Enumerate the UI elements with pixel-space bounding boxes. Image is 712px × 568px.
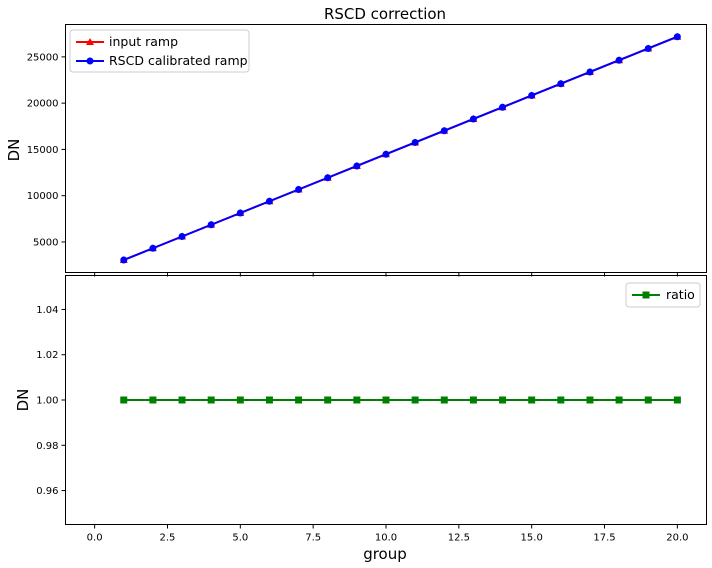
y-tick-label: 20000	[27, 99, 59, 110]
ratio-point	[236, 396, 244, 404]
x-tick-label: 0.0	[87, 533, 103, 544]
ratio-point	[295, 396, 303, 404]
ratio-point	[207, 396, 215, 404]
rscd-calibrated-ramp-point	[324, 174, 332, 182]
x-axis-label: group	[363, 545, 407, 563]
ratio-point	[353, 396, 361, 404]
x-tick-label: 20.0	[666, 533, 688, 544]
legend-ratio-marker	[642, 291, 650, 299]
y-axis-label-bottom: DN	[14, 389, 32, 412]
ratio-point	[673, 396, 681, 404]
bottom-panel: DN group 0.0 2.5 5.0 7.5 10.0 12.5 15.0 17.5 20.…	[14, 275, 707, 563]
rscd-calibrated-ramp-point	[149, 244, 157, 252]
y-tick-label: 1.00	[36, 396, 58, 407]
x-tick-label: 7.5	[305, 533, 321, 544]
ratio-point	[644, 396, 652, 404]
bottom-panel-frame	[65, 275, 707, 525]
rscd-calibrated-ramp-point	[615, 56, 623, 64]
rscd-calibrated-ramp-point	[265, 197, 273, 205]
bottom-legend-box	[625, 282, 701, 308]
y-tick-label: 10000	[27, 191, 59, 202]
y-tick-label: 5000	[33, 237, 58, 248]
rscd-calibrated-ramp-point	[207, 221, 215, 229]
rscd-calibrated-ramp-point	[644, 44, 652, 52]
ratio-point	[178, 396, 186, 404]
rscd-calibrated-ramp-point	[411, 138, 419, 146]
rscd-calibrated-ramp-point	[120, 256, 128, 264]
rscd-calibrated-ramp-point	[499, 103, 507, 111]
bottom-panel-series	[120, 396, 681, 404]
y-tick-label: 15000	[27, 145, 59, 156]
ratio-point	[440, 396, 448, 404]
chart-title: RSCD correction	[324, 5, 446, 23]
x-tick-label: 17.5	[593, 533, 615, 544]
rscd-calibrated-ramp-point	[178, 233, 186, 241]
ratio-point	[382, 396, 390, 404]
x-tick-label: 12.5	[448, 533, 470, 544]
rscd-calibrated-ramp-point	[469, 115, 477, 123]
rscd-calibrated-ramp-point	[586, 68, 594, 76]
rscd-calibrated-ramp-point	[673, 33, 681, 41]
ratio-point	[586, 396, 594, 404]
rscd-calibrated-ramp-point	[295, 185, 303, 193]
ratio-point	[528, 396, 536, 404]
x-tick-label: 15.0	[521, 533, 543, 544]
x-tick-label: 5.0	[232, 533, 248, 544]
legend-rscd-marker	[86, 57, 94, 65]
ratio-point	[411, 396, 419, 404]
top-panel: RSCD correction DN 5000 10000 15000 20000 25…	[5, 5, 707, 277]
ratio-point	[499, 396, 507, 404]
ratio-point	[324, 396, 332, 404]
legend-input-ramp-marker	[86, 38, 94, 45]
rscd-calibrated-ramp-point	[528, 91, 536, 99]
x-tick-label: 2.5	[160, 533, 176, 544]
rscd-calibrated-ramp-point	[236, 209, 244, 217]
rscd-calibrated-ramp-line	[123, 35, 678, 261]
legend-input-ramp-label: input ramp	[109, 34, 178, 49]
ratio-point	[615, 396, 623, 404]
rscd-calibrated-ramp-point	[557, 80, 565, 88]
y-tick-label: 0.98	[36, 441, 58, 452]
y-tick-label: 1.02	[36, 350, 58, 361]
ratio-point	[265, 396, 273, 404]
y-tick-label: 1.04	[36, 305, 58, 316]
legend-ratio-label: ratio	[666, 287, 695, 302]
ratio-point	[469, 396, 477, 404]
ratio-point	[149, 396, 157, 404]
top-legend-box	[69, 29, 250, 73]
rscd-calibrated-ramp-point	[382, 150, 390, 158]
bottom-panel-ticks: 0.0 2.5 5.0 7.5 10.0 12.5 15.0 17.5 20.0 0.96 0.98…	[36, 305, 688, 544]
top-panel-ticks: 5000 10000 15000 20000 25000	[27, 52, 678, 277]
legend-rscd-label: RSCD calibrated ramp	[109, 53, 248, 68]
rscd-calibrated-ramp-point	[440, 127, 448, 135]
y-tick-label: 0.96	[36, 486, 58, 497]
ratio-point	[557, 396, 565, 404]
top-legend: input ramp RSCD calibrated ramp	[69, 29, 250, 73]
rscd-calibrated-ramp-point	[353, 162, 361, 170]
bottom-legend: ratio	[625, 282, 701, 308]
y-axis-label-top: DN	[5, 139, 23, 162]
x-tick-label: 10.0	[375, 533, 397, 544]
top-panel-frame	[65, 24, 707, 273]
ratio-point	[120, 396, 128, 404]
top-panel-series	[119, 32, 682, 264]
y-tick-label: 25000	[27, 52, 59, 63]
